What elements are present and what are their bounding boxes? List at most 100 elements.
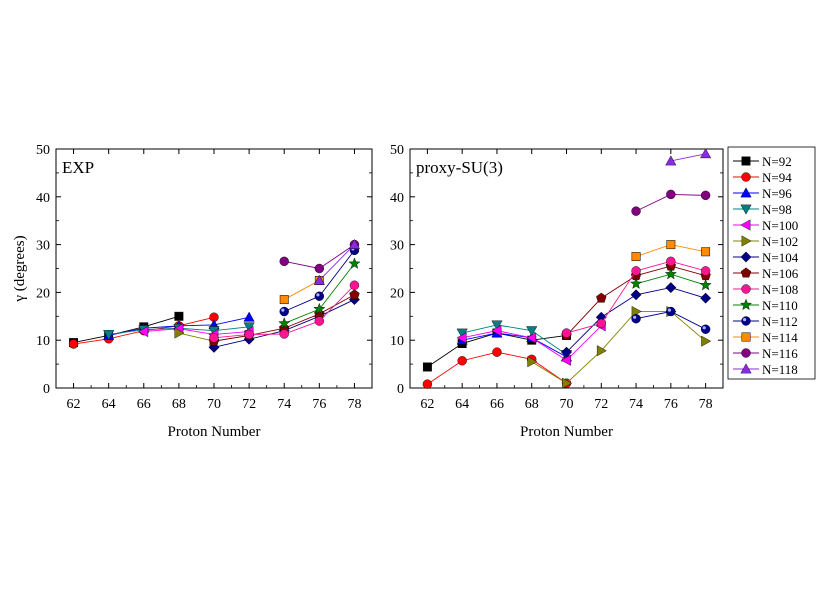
proxy-series-n-114 <box>631 240 711 262</box>
exp-series-n-92-point <box>174 311 184 321</box>
proxy-series-n-114-point <box>666 240 676 250</box>
proxy-series-n-108 <box>561 256 711 338</box>
legend-label: N=98 <box>762 202 792 217</box>
exp-series-n-108 <box>209 280 360 343</box>
legend-marker <box>741 172 751 182</box>
proxy-series-n-112-point <box>700 324 711 334</box>
legend-label: N=110 <box>762 298 798 313</box>
exp-panel-title: EXP <box>62 158 94 177</box>
legend-item-n-106: N=106 <box>733 266 799 281</box>
proxy-series-n-112 <box>631 306 711 334</box>
exp-series-n-118-line <box>319 244 355 281</box>
proxy-series-n-104-point <box>700 292 712 304</box>
exp-y-tick-label: 30 <box>36 239 50 254</box>
legend-marker <box>741 284 751 294</box>
exp-series-n-112-point <box>279 306 289 317</box>
proxy-series-n-102-point <box>527 356 538 368</box>
legend-item-n-118: N=118 <box>733 362 798 377</box>
proxy-series-n-114-point <box>701 247 711 257</box>
proxy-series-n-114-point <box>631 252 641 262</box>
exp-series-n-106-point <box>349 289 360 300</box>
exp-series-n-100-line <box>143 328 250 335</box>
legend-item-n-114: N=114 <box>733 330 798 345</box>
proxy-series-n-112-point-highlight <box>667 308 672 312</box>
exp-x-tick-label: 76 <box>312 397 326 412</box>
exp-series-n-102-point <box>174 327 185 339</box>
exp-series-n-110 <box>278 257 361 329</box>
legend-marker <box>741 156 751 166</box>
proxy-y-tick-label: 40 <box>390 191 404 206</box>
proxy-series-n-108-point <box>596 318 606 329</box>
exp-series-n-116-point <box>279 256 289 267</box>
proxy-x-tick-label: 72 <box>594 397 608 412</box>
proxy-y-tick-label: 50 <box>390 143 404 158</box>
proxy-series-n-98-point <box>526 326 538 337</box>
exp-series-n-108-point <box>349 280 360 290</box>
proxy-series-n-94-point <box>457 356 467 366</box>
proxy-su3-panel: 62 64 66 68 70 72 74 76 78 0 10 20 30 40 50 Proton Numb… <box>390 143 724 440</box>
proxy-series-n-116-point <box>700 190 711 201</box>
exp-series-n-110-point <box>348 257 361 269</box>
legend-item-n-92: N=92 <box>733 154 792 169</box>
exp-series-n-110-point <box>278 317 291 329</box>
proxy-series-n-98-point <box>491 320 503 331</box>
proxy-series-n-108-point <box>666 256 676 267</box>
proxy-series-n-102-point <box>701 335 712 347</box>
proxy-series-n-108-point <box>561 328 572 338</box>
legend-item-n-116: N=116 <box>733 346 798 361</box>
exp-x-tick-label: 70 <box>207 397 221 412</box>
proxy-panel-title: proxy-SU(3) <box>416 158 503 177</box>
proxy-series-n-112-point-highlight <box>702 326 706 330</box>
proxy-series-n-110-point <box>664 267 677 280</box>
proxy-series-n-94-point <box>422 379 433 389</box>
legend-marker <box>741 235 752 247</box>
proxy-series-n-102 <box>527 305 712 389</box>
exp-series-n-118-point <box>348 238 360 249</box>
proxy-series-n-96-line <box>462 332 567 358</box>
legend-label: N=114 <box>762 330 798 345</box>
legend-marker <box>740 219 751 231</box>
exp-series-n-114-point <box>279 295 289 305</box>
exp-series-n-112-point <box>314 291 325 301</box>
proxy-series-n-104-point <box>561 346 572 358</box>
proxy-series-n-108-point <box>631 266 641 276</box>
legend-label: N=106 <box>762 266 799 281</box>
proxy-series-n-94-line <box>427 351 567 385</box>
proxy-series-n-94-point <box>492 347 502 357</box>
proxy-x-tick-label: 74 <box>629 397 643 412</box>
exp-x-tick-label: 62 <box>67 397 81 412</box>
exp-series-n-92-line <box>73 315 180 344</box>
exp-x-tick-label: 64 <box>102 397 116 412</box>
legend-item-n-100: N=100 <box>733 218 798 233</box>
legend-marker <box>741 332 751 342</box>
exp-y-tick-label: 40 <box>36 191 50 206</box>
proxy-x-tick-label: 66 <box>490 397 504 412</box>
proxy-x-tick-label: 70 <box>560 397 574 412</box>
proxy-series-n-94 <box>422 347 572 389</box>
exp-series-n-108-point <box>314 316 325 326</box>
legend-marker <box>739 298 753 311</box>
proxy-x-tick-label: 78 <box>699 397 713 412</box>
exp-series-n-112-point-highlight <box>316 293 320 297</box>
legend-label: N=112 <box>762 314 798 329</box>
proxy-series-n-100-point <box>491 325 502 337</box>
legend-marker <box>740 251 752 263</box>
proxy-series-n-106-point <box>596 292 607 303</box>
proxy-series-n-102-point <box>562 377 573 389</box>
legend-label: N=118 <box>762 362 798 377</box>
proxy-x-tick-label: 68 <box>525 397 539 412</box>
legend-item-n-112: N=112 <box>733 314 798 329</box>
proxy-x-tick-label: 64 <box>455 397 469 412</box>
proxy-series-n-110-point <box>629 277 643 289</box>
exp-y-tick-label: 20 <box>36 286 50 301</box>
proxy-x-tick-label: 76 <box>664 397 678 412</box>
proxy-series-n-118-point <box>665 155 677 166</box>
proxy-series-n-110 <box>629 267 712 291</box>
exp-panel: 62 64 66 68 70 72 74 76 78 0 10 20 30 40 50 Proton Numb… <box>12 143 373 440</box>
exp-series-n-116-point <box>314 263 325 274</box>
legend-label: N=92 <box>762 154 792 169</box>
exp-y-axis-label: γ (degrees) <box>12 235 28 302</box>
proxy-series-n-104 <box>561 282 712 358</box>
exp-x-tick-label: 68 <box>172 397 186 412</box>
